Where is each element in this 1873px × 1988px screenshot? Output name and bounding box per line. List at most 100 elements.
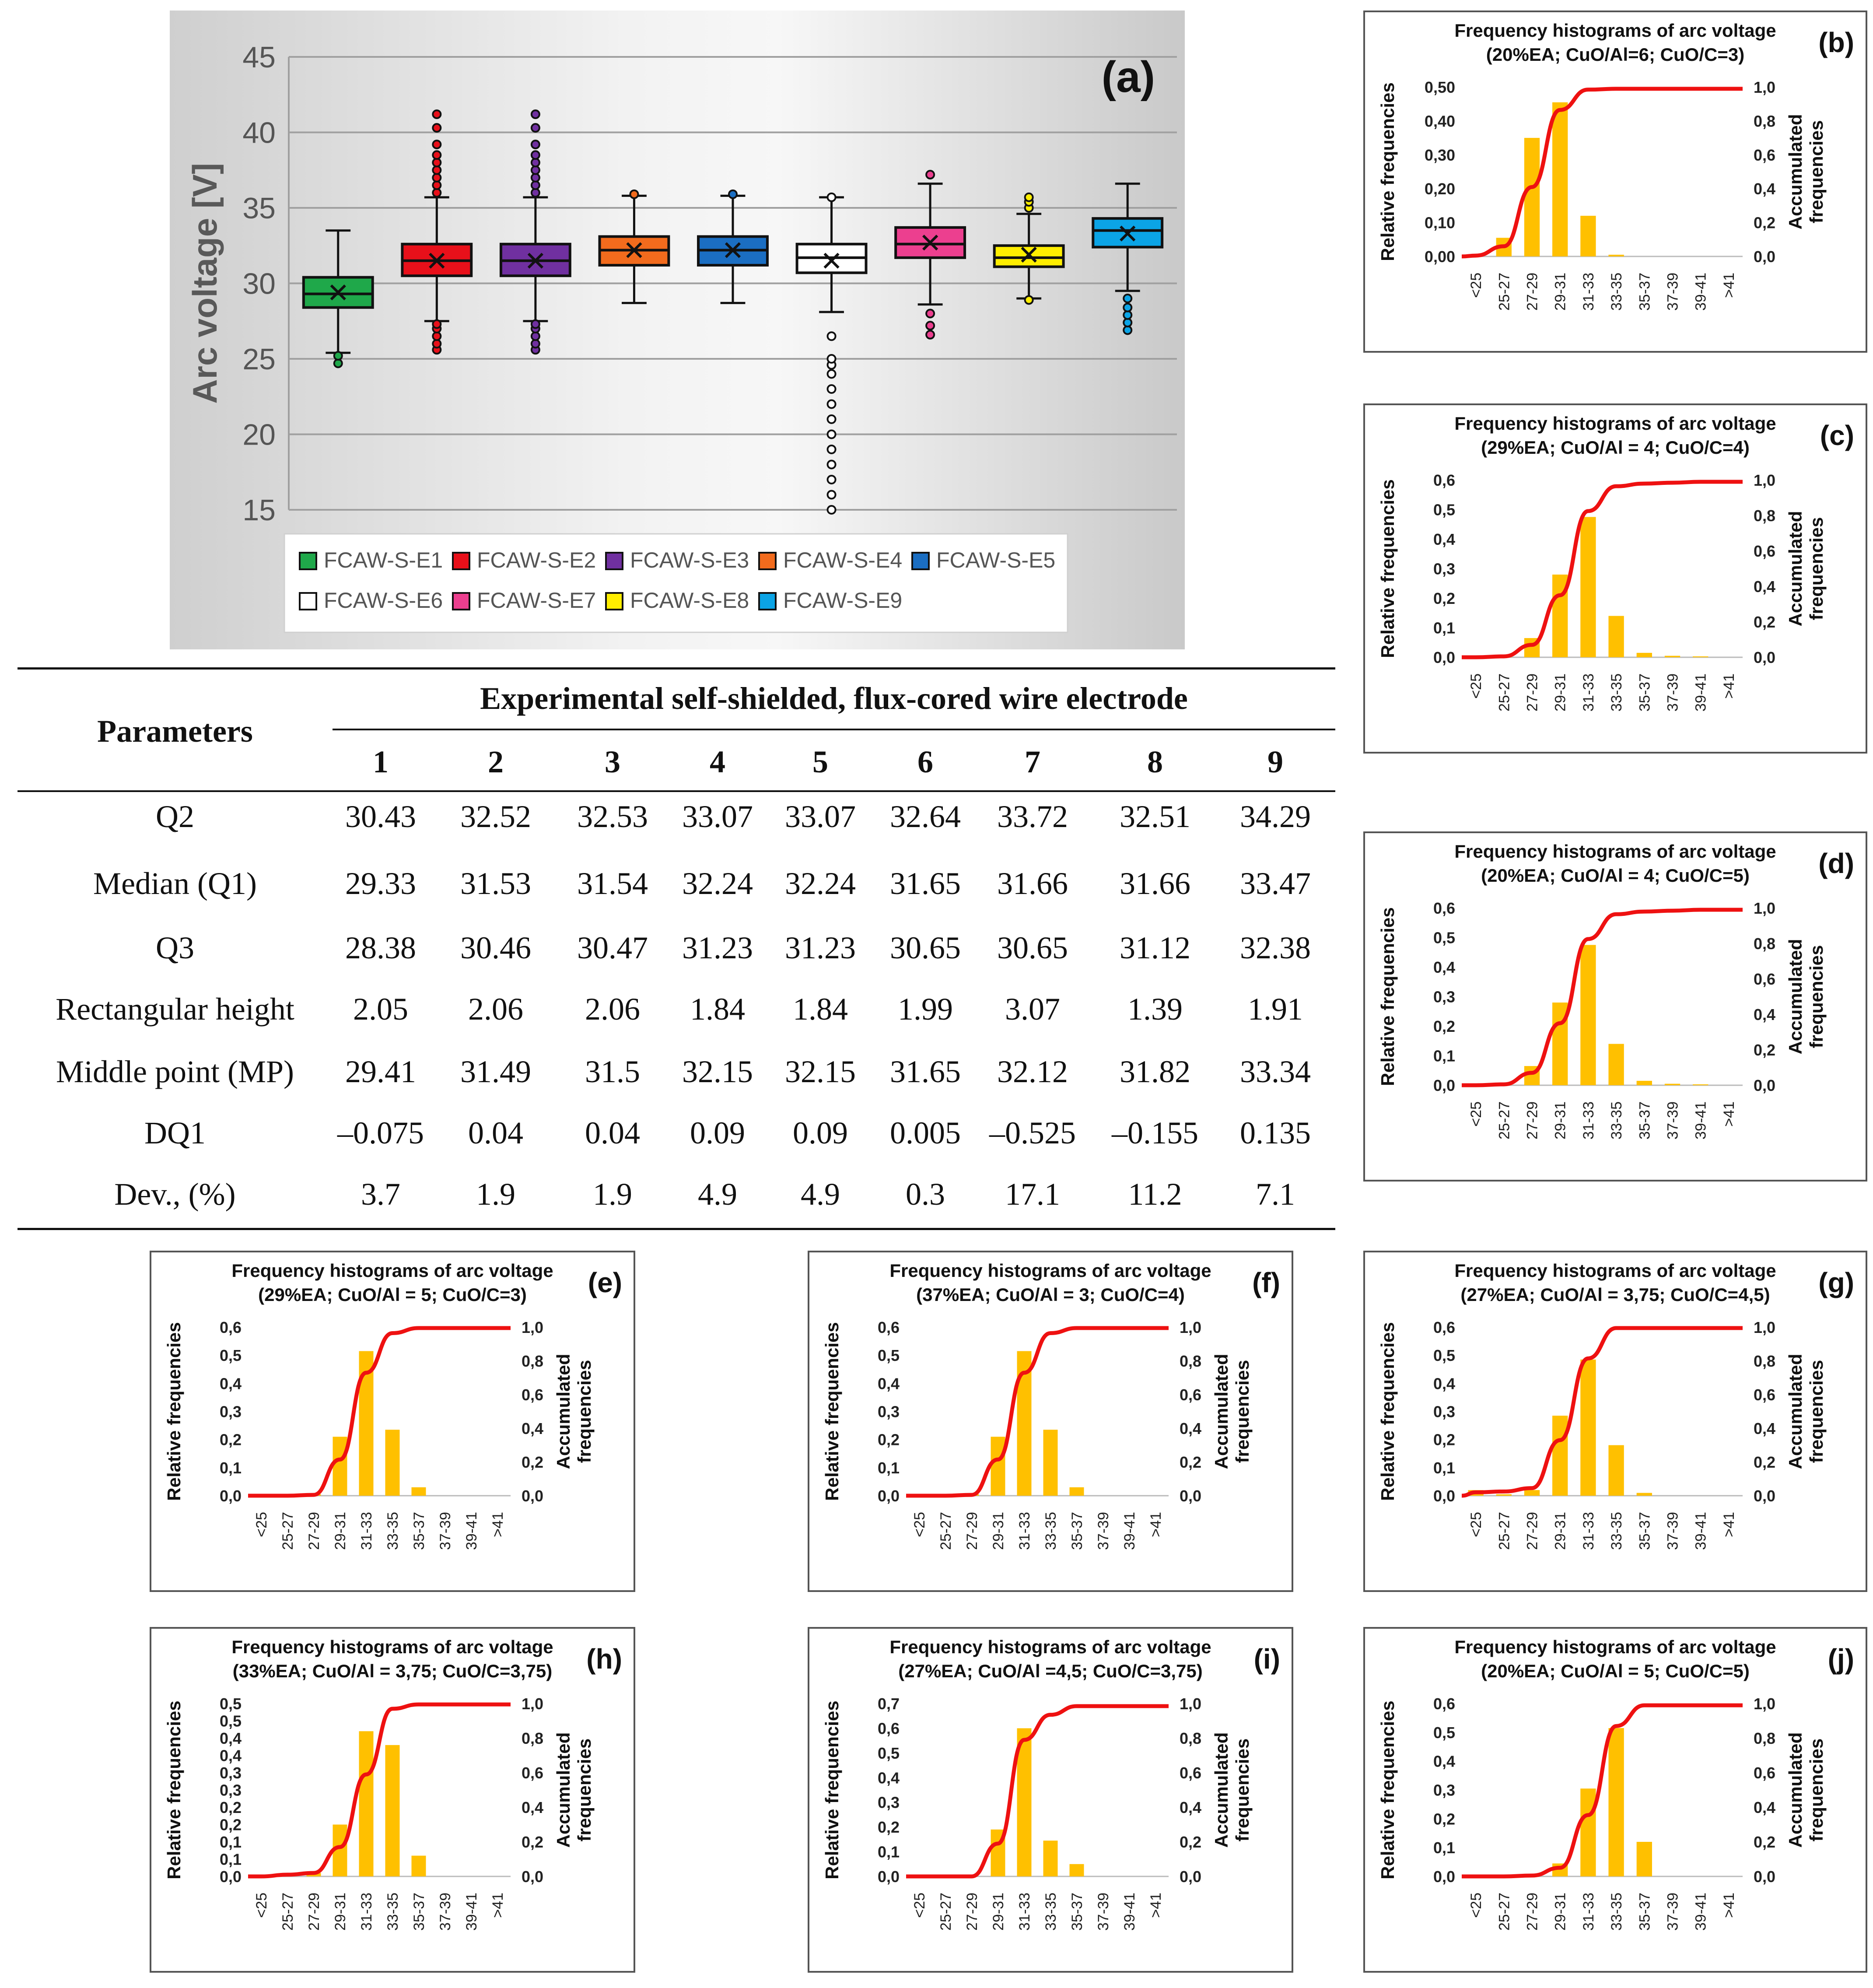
histogram-xtick-label: 27-29 (1524, 673, 1541, 712)
boxplot-outlier (432, 140, 442, 150)
histogram-y2tick-label: 0,4 (522, 1799, 543, 1816)
histogram-y2tick-label: 0,0 (522, 1487, 543, 1505)
histogram-bar (1580, 1359, 1596, 1496)
histogram-y2tick-label: 0,4 (522, 1420, 543, 1438)
histogram-xtick-label: 31-33 (1580, 1101, 1597, 1140)
histogram-xtick-label: 29-31 (1552, 1512, 1569, 1550)
histogram-frame (1363, 1251, 1867, 1592)
histogram-xtick-label: 25-27 (1496, 273, 1512, 311)
histogram-bar (1608, 1044, 1624, 1085)
histogram-ytick-label: 0,1 (1433, 1839, 1455, 1857)
histogram-ytick-label: 0,5 (220, 1712, 242, 1730)
histogram-ylabel: Relative frequencies (1377, 907, 1398, 1086)
histogram-xtick-label: 39-41 (463, 1893, 480, 1931)
histogram-xtick-label: 29-31 (1552, 1893, 1569, 1931)
histogram-xtick-label: <25 (1468, 273, 1484, 298)
histogram-y2label: Accumulated (1211, 1354, 1232, 1469)
histogram-y2tick-label: 0,8 (1754, 507, 1775, 525)
histogram-panel-label: (i) (1254, 1643, 1280, 1675)
histogram-xtick-label: <25 (1468, 1512, 1484, 1537)
histogram-xtick-label: >41 (1721, 1101, 1737, 1127)
histogram-y2tick-label: 1,0 (1754, 1318, 1775, 1336)
boxplot-mean-marker (725, 242, 741, 258)
histogram-panel-label: (c) (1820, 420, 1854, 451)
boxplot-outlier (432, 319, 442, 329)
boxplot-legend (284, 533, 1068, 633)
histogram-ylabel: Relative frequencies (822, 1322, 842, 1501)
histogram-frame (808, 1251, 1293, 1592)
histogram-xtick-label: 35-37 (411, 1512, 427, 1550)
histogram-ytick-label: 0,1 (220, 1459, 242, 1477)
histogram-xtick-label: 29-31 (1552, 1101, 1569, 1140)
boxplot-legend-label: FCAW-S-E6 (324, 588, 443, 613)
histogram-xtick-label: 39-41 (1693, 1101, 1709, 1140)
histogram-y2label: frequencies (574, 1360, 595, 1463)
histogram-y2label: Accumulated (1785, 511, 1806, 627)
histogram-ylabel: Relative frequencies (1377, 479, 1398, 658)
histogram-y2tick-label: 0,0 (1180, 1487, 1201, 1505)
histogram-xtick-label: >41 (490, 1512, 506, 1537)
histogram-ytick-label: 0,3 (220, 1781, 242, 1799)
histogram-bar (1524, 138, 1540, 256)
histogram-subtitle: (20%EA; CuO/Al=6; CuO/C=3) (1486, 44, 1744, 65)
boxplot-outlier (925, 321, 935, 331)
boxplot-outlier (925, 330, 935, 340)
histogram-ytick-label: 0,0 (878, 1868, 900, 1886)
histogram-y2tick-label: 1,0 (522, 1695, 543, 1713)
histogram-xtick-label: 39-41 (463, 1512, 480, 1550)
histogram-y2label: Accumulated (1785, 1354, 1806, 1469)
histogram-panel-label: (h) (586, 1643, 622, 1675)
boxplot-legend-swatch (452, 552, 470, 570)
histogram-y2label: Accumulated (1211, 1732, 1232, 1848)
histogram-ytick-label: 0,1 (878, 1843, 900, 1861)
histogram-ytick-label: 0,5 (1433, 929, 1455, 947)
histogram-xtick-label: 39-41 (1693, 1893, 1709, 1931)
histogram-y2tick-label: 0,2 (1754, 1041, 1775, 1059)
boxplot-legend-swatch (758, 552, 777, 570)
histogram-bar (1608, 1445, 1624, 1496)
histogram-xtick-label: 37-39 (1665, 1512, 1681, 1550)
histogram-y2tick-label: 1,0 (1754, 471, 1775, 489)
boxplot-outlier (530, 319, 540, 329)
histogram-ytick-label: 0,10 (1425, 214, 1455, 232)
histogram-cumulative-line (1462, 1703, 1743, 1879)
histogram-xtick-label: 33-35 (1608, 1512, 1625, 1550)
histogram-y2tick-label: 0,0 (1754, 1076, 1775, 1094)
histogram-xtick-label: 39-41 (1693, 673, 1709, 712)
histogram-bar (1043, 1841, 1058, 1876)
boxplot-ytick-label: 20 (242, 418, 276, 452)
histogram-ylabel: Relative frequencies (822, 1700, 842, 1879)
histogram-xtick-label: 31-33 (358, 1893, 375, 1931)
histogram-title: Frequency histograms of arc voltage (1454, 20, 1776, 41)
histogram-y2tick-label: 0,2 (1180, 1833, 1201, 1851)
histogram-xtick-label: <25 (911, 1893, 928, 1918)
histogram-xtick-label: 29-31 (332, 1512, 349, 1550)
histogram-bar (1552, 1416, 1568, 1496)
histogram-y2tick-label: 0,8 (522, 1352, 543, 1370)
histogram-ytick-label: 0,4 (878, 1374, 900, 1392)
histogram-title: Frequency histograms of arc voltage (1454, 413, 1776, 434)
histogram-ytick-label: 0,5 (1433, 1346, 1455, 1364)
histogram-bar (1636, 652, 1652, 657)
histogram-bar (1636, 1080, 1652, 1085)
histogram-y2label: frequencies (1806, 1739, 1827, 1842)
histogram-ytick-label: 0,0 (220, 1868, 242, 1886)
histogram-xtick-label: 35-37 (1636, 673, 1653, 712)
histogram-cumulative-line (906, 1704, 1169, 1879)
boxplot-legend-label: FCAW-S-E4 (783, 548, 902, 572)
histogram-xtick-label: 37-39 (437, 1893, 454, 1931)
boxplot-outlier (826, 384, 837, 394)
histogram-ytick-label: 0,2 (220, 1431, 242, 1449)
histogram-xtick-label: 25-27 (938, 1893, 954, 1931)
histogram-y2tick-label: 0,4 (1180, 1420, 1201, 1438)
histogram-ytick-label: 0,4 (1433, 1753, 1455, 1771)
boxplot-outlier (826, 414, 837, 424)
histogram-xtick-label: 33-35 (1608, 673, 1625, 712)
histogram-y2tick-label: 0,8 (1180, 1352, 1201, 1370)
boxplot-ytick-label: 25 (242, 343, 276, 376)
histogram-ytick-label: 0,0 (1433, 1076, 1455, 1094)
histogram-xtick-label: 29-31 (1552, 273, 1569, 311)
histogram-y2tick-label: 0,2 (522, 1453, 543, 1471)
histogram-ytick-label: 0,5 (878, 1346, 900, 1364)
histogram-xtick-label: 27-29 (306, 1512, 322, 1550)
